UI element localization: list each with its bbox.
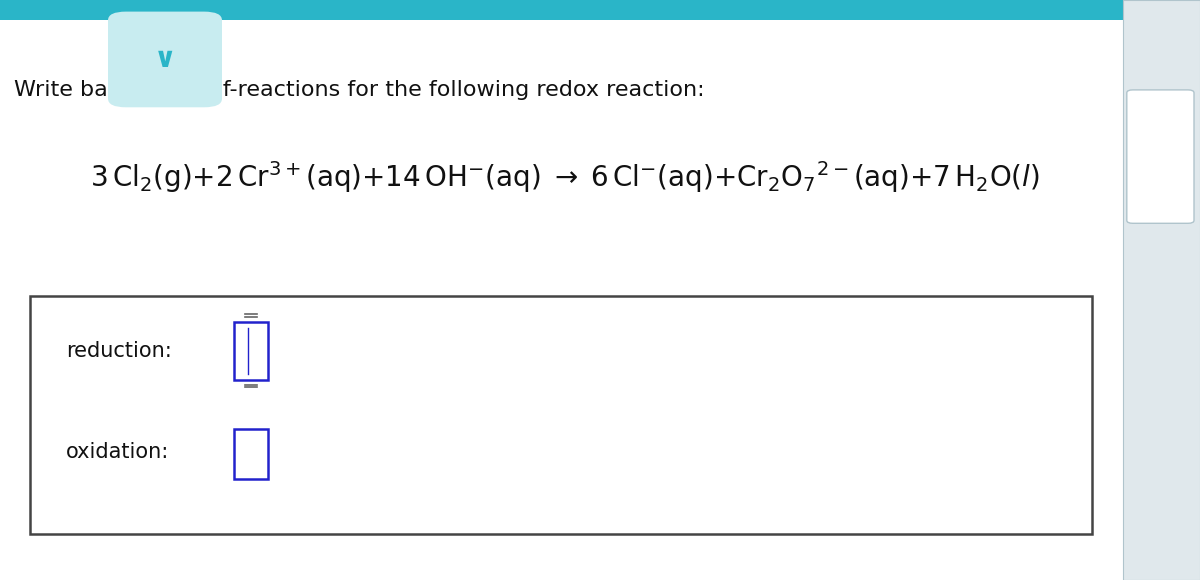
FancyBboxPatch shape [108, 12, 222, 107]
FancyBboxPatch shape [1127, 90, 1194, 223]
Bar [30, 296, 1092, 534]
Bar [234, 429, 268, 478]
Text: ∨: ∨ [154, 45, 176, 74]
Bar [1123, 0, 1200, 580]
Bar [234, 322, 268, 380]
Bar [0, 0, 1200, 20]
Text: Write balanced half-reactions for the following redox reaction:: Write balanced half-reactions for the fo… [14, 80, 706, 100]
Text: $3\,\mathregular{Cl_2(g)}{+}2\,\mathregular{Cr}^{3+}\mathregular{(aq)}{+}14\,\ma: $3\,\mathregular{Cl_2(g)}{+}2\,\mathregu… [90, 159, 1040, 195]
Text: oxidation:: oxidation: [66, 443, 169, 462]
Text: reduction:: reduction: [66, 341, 172, 361]
